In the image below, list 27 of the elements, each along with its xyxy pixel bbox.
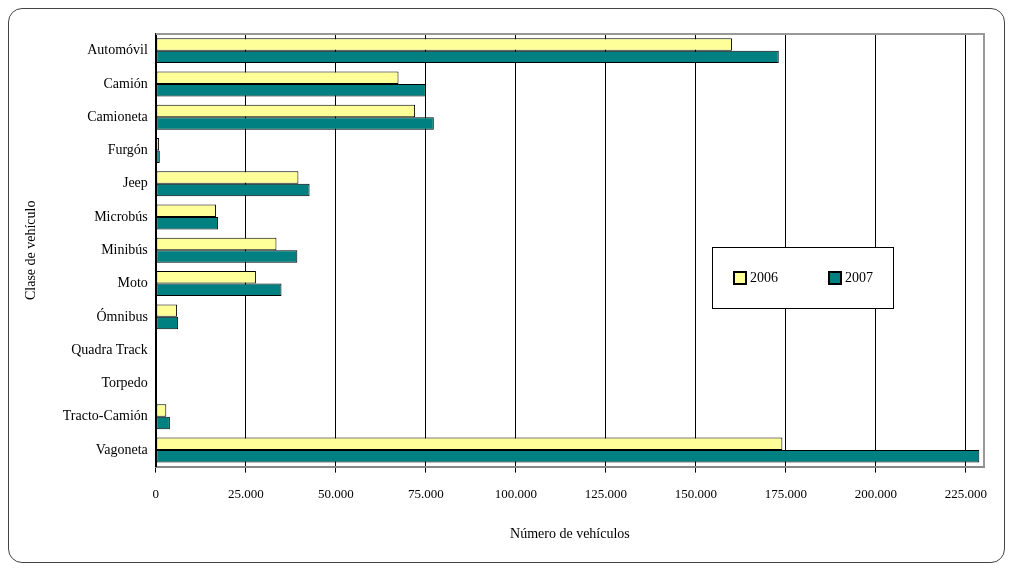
x-tick-label: 0	[152, 485, 160, 501]
x-tick-label: 25.000	[227, 485, 264, 501]
y-tick-label: Ómnibus	[96, 307, 148, 324]
x-tick-label: 225.000	[944, 485, 988, 501]
y-tick-label: Vagoneta	[95, 441, 149, 457]
x-tick-label: 150.000	[674, 485, 718, 501]
y-tick-label: Camión	[103, 75, 148, 91]
x-tick-label: 100.000	[494, 485, 538, 501]
legend-label: 2007	[845, 270, 873, 286]
x-tick-label: 200.000	[854, 485, 898, 501]
x-tick-label: 50.000	[317, 485, 354, 501]
x-tick-label: 125.000	[584, 485, 628, 501]
x-tick-label: 175.000	[764, 485, 808, 501]
y-axis-title: Clase de vehículo	[23, 200, 39, 301]
y-tick-label: Furgón	[107, 142, 148, 158]
y-tick-label: Automóvil	[87, 42, 148, 58]
y-tick-label: Torpedo	[101, 375, 148, 391]
y-tick-label: Camioneta	[87, 108, 149, 124]
y-tick-label: Moto	[117, 275, 148, 291]
legend-label: 2006	[750, 270, 778, 286]
y-tick-label: Tracto-Camión	[62, 408, 148, 424]
y-tick-label: Minibús	[101, 241, 148, 257]
y-tick-label: Microbús	[94, 208, 148, 224]
x-tick-label: 75.000	[408, 485, 444, 501]
y-tick-label: Quadra Track	[71, 341, 148, 357]
x-axis-title: Número de vehículos	[510, 526, 630, 542]
y-tick-label: Jeep	[122, 175, 148, 191]
